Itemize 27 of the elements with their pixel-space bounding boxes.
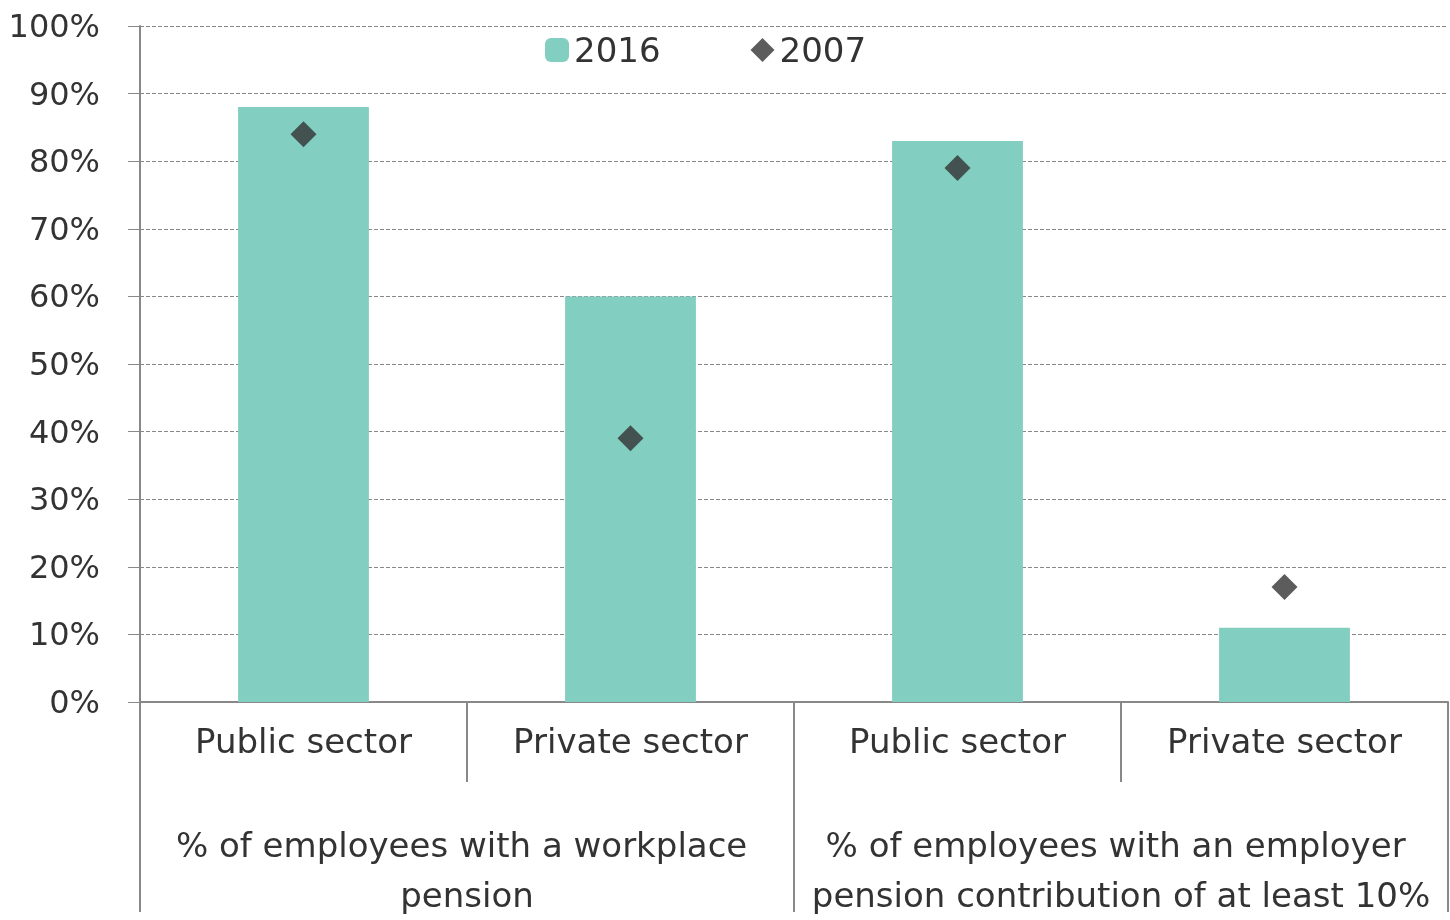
bar [238,107,369,702]
text: % of employees with a workplace pension [175,825,759,915]
y-tick-label: 90% [28,74,100,113]
text: % of employees with an employer pension contribution of at least 10% [811,825,1431,915]
y-tick-label: 30% [28,480,100,519]
y-tick-label: 0% [49,683,100,721]
point [290,121,317,148]
legend-label: 2016 [574,30,661,70]
x-tick-label: Public sector [849,721,1066,761]
point [1271,574,1298,601]
bar [1219,627,1350,702]
y-tick-label: 10% [28,615,100,654]
y-tick-label: 20% [28,547,100,586]
y-tick-label: 100% [8,7,100,45]
x-tick-label: Public sector [195,721,412,761]
y-tick-label: 40% [28,412,100,451]
bar [565,296,696,702]
x-tick-label: Private sector [1167,721,1402,761]
y-tick-label: 60% [28,277,100,316]
x-tick-label: Private sector [513,721,748,761]
point [944,154,971,181]
bar [892,140,1023,702]
y-tick-label: 80% [28,142,100,181]
point [617,425,644,452]
legend-label: 2007 [779,30,867,70]
y-tick-label: 50% [28,345,100,383]
y-tick-label: 70% [28,209,100,248]
